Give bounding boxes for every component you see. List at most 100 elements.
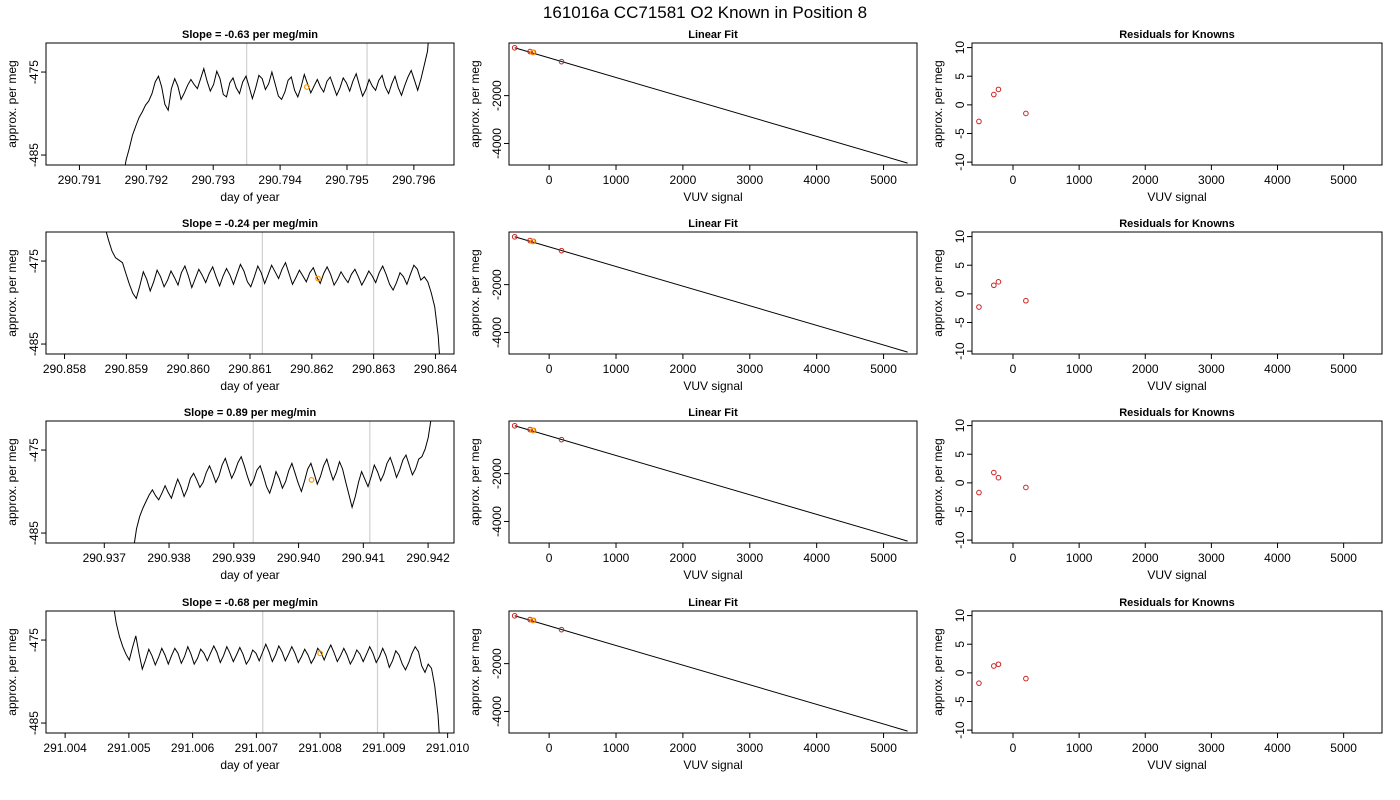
y-axis-label: approx. per meg <box>5 249 19 336</box>
data-point <box>527 616 533 623</box>
x-tick-label: 290.795 <box>325 173 369 187</box>
fit-line <box>514 425 908 542</box>
x-axis-label: VUV signal <box>1147 758 1206 772</box>
data-point <box>976 489 982 496</box>
y-tick-label: 5 <box>953 73 967 80</box>
y-axis-label: approx. per meg <box>468 60 482 147</box>
x-tick-label: 290.859 <box>105 362 149 376</box>
y-axis-label: approx. per meg <box>931 60 945 147</box>
figure-title: 161016a CC71581 O2 Known in Position 8 <box>543 3 867 22</box>
x-tick-label: 5000 <box>1330 173 1357 187</box>
panels: Slope = -0.63 per meg/min 290.791 290.792 2… <box>5 29 1383 772</box>
x-tick-label: 290.937 <box>83 551 127 565</box>
x-tick-label: 1000 <box>1066 551 1093 565</box>
x-tick-label: 3000 <box>736 362 763 376</box>
x-axis-label: VUV signal <box>1147 190 1206 204</box>
timeseries-panel-row-2: Slope = -0.24 per meg/min 290.858 290.859 2… <box>5 218 457 393</box>
x-tick-label: 2000 <box>1132 173 1159 187</box>
x-tick-label: 291.009 <box>362 741 406 755</box>
panel-title: Residuals for Knowns <box>1119 407 1235 419</box>
x-tick-label: 4000 <box>803 173 830 187</box>
y-tick-label: -475 <box>27 438 41 462</box>
y-axis-label: approx. per meg <box>468 438 482 525</box>
data-point <box>511 422 518 429</box>
x-tick-label: 290.940 <box>277 551 321 565</box>
plot-frame <box>971 42 1383 166</box>
highlight-point <box>317 650 324 657</box>
plot-frame <box>508 610 918 734</box>
x-tick-label: 3000 <box>1198 551 1225 565</box>
x-tick-label: 290.796 <box>392 173 436 187</box>
linear_fit-panel-row-2: Linear Fit 0 1000 2000 3000 4000 5000 -2000 -400… <box>468 218 918 393</box>
y-tick-label: 0 <box>953 479 967 486</box>
plot-frame <box>45 420 455 544</box>
x-tick-label: 2000 <box>670 551 697 565</box>
y-tick-label: 10 <box>953 41 967 55</box>
residuals-panel-row-3: Residuals for Knowns 0 1000 2000 3000 4000 500… <box>931 407 1383 582</box>
y-tick-label: 10 <box>953 230 967 244</box>
data-point <box>511 233 518 240</box>
y-axis-label: approx. per meg <box>931 438 945 525</box>
linear_fit-panel-row-4: Linear Fit 0 1000 2000 3000 4000 5000 -2000 -400… <box>468 597 918 772</box>
plot-frame <box>45 610 455 734</box>
x-tick-label: 2000 <box>1132 362 1159 376</box>
x-tick-label: 0 <box>546 173 553 187</box>
x-tick-label: 2000 <box>1132 741 1159 755</box>
y-tick-label: -485 <box>27 143 41 167</box>
y-tick-label: 5 <box>953 451 967 458</box>
x-tick-label: 4000 <box>1264 741 1291 755</box>
plot-frame <box>508 420 918 544</box>
trace-line <box>105 232 440 354</box>
panel-title: Linear Fit <box>688 29 738 41</box>
x-axis-label: day of year <box>220 568 279 582</box>
plot-frame <box>508 42 918 166</box>
x-axis-label: VUV signal <box>1147 568 1206 582</box>
x-tick-label: 290.861 <box>228 362 272 376</box>
data-point <box>558 626 565 633</box>
y-tick-label: -2000 <box>490 80 504 111</box>
x-tick-label: 290.860 <box>166 362 210 376</box>
panel-title: Residuals for Knowns <box>1119 29 1235 41</box>
y-tick-label: -5 <box>953 506 967 517</box>
residuals-panel-row-2: Residuals for Knowns 0 1000 2000 3000 4000 500… <box>931 218 1383 393</box>
residuals-panel-row-4: Residuals for Knowns 0 1000 2000 3000 4000 500… <box>931 597 1383 772</box>
plot-frame <box>45 42 455 166</box>
x-axis-label: day of year <box>220 190 279 204</box>
panel-title: Residuals for Knowns <box>1119 218 1235 230</box>
y-tick-label: -4000 <box>490 696 504 727</box>
x-tick-label: 0 <box>546 741 553 755</box>
highlight-point <box>315 275 321 282</box>
data-point <box>995 279 1002 285</box>
panel-title: Linear Fit <box>688 218 738 230</box>
panel-data <box>976 86 1029 125</box>
trace-line <box>133 421 432 543</box>
fit-line <box>514 236 908 353</box>
panel-title: Slope = -0.63 per meg/min <box>182 29 318 41</box>
residuals-panel-row-1: Residuals for Knowns 0 1000 2000 3000 4000 500… <box>931 29 1383 204</box>
x-tick-label: 1000 <box>1066 362 1093 376</box>
y-tick-label: 5 <box>953 262 967 269</box>
panel-data <box>133 421 432 543</box>
panel-data <box>511 612 908 732</box>
y-tick-label: 10 <box>953 419 967 433</box>
x-tick-label: 3000 <box>736 741 763 755</box>
y-axis-label: approx. per meg <box>5 438 19 525</box>
x-tick-label: 4000 <box>1264 551 1291 565</box>
x-tick-label: 0 <box>1010 741 1017 755</box>
y-tick-label: -475 <box>27 628 41 652</box>
x-tick-label: 5000 <box>1330 362 1357 376</box>
x-tick-label: 0 <box>1010 173 1017 187</box>
x-tick-label: 291.005 <box>107 741 151 755</box>
x-tick-label: 291.004 <box>43 741 87 755</box>
x-axis-label: day of year <box>220 379 279 393</box>
plot-frame <box>971 420 1383 544</box>
y-axis-label: approx. per meg <box>468 628 482 715</box>
panel-data <box>511 233 908 353</box>
panel-data <box>976 469 1029 496</box>
plot-frame <box>508 231 918 355</box>
panel-title: Slope = -0.68 per meg/min <box>182 597 318 609</box>
x-tick-label: 1000 <box>603 362 630 376</box>
x-tick-label: 290.791 <box>58 173 102 187</box>
y-tick-label: -2000 <box>490 458 504 489</box>
y-tick-label: -475 <box>27 249 41 273</box>
